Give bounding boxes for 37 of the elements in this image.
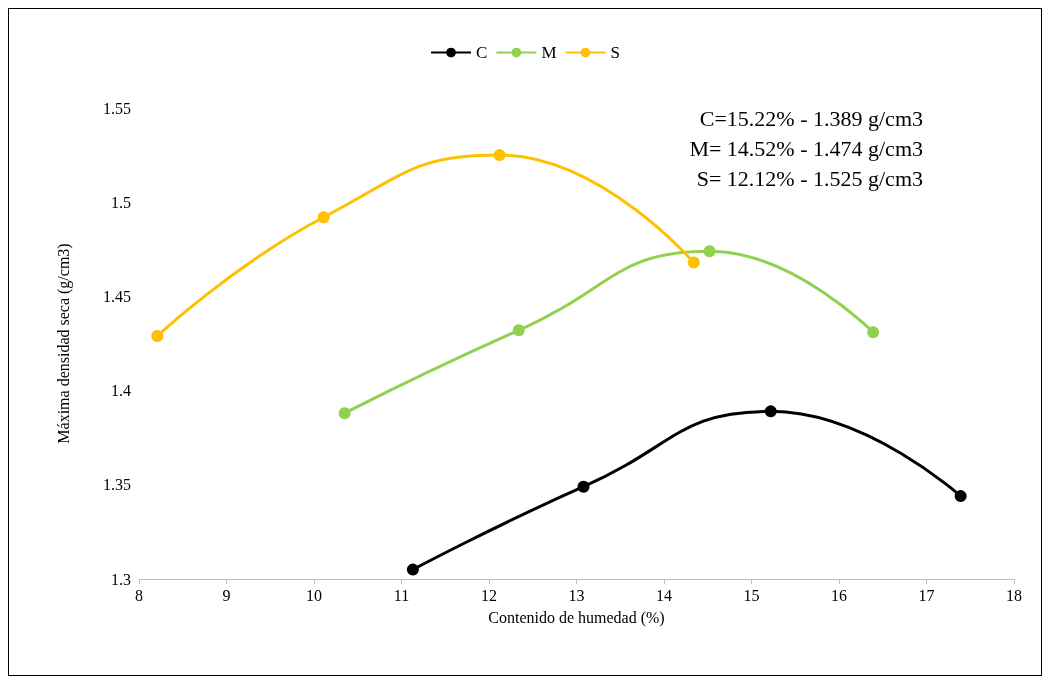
x-tick-label: 14	[656, 586, 672, 604]
x-tick-label: 12	[481, 586, 497, 604]
x-tick-label: 15	[743, 586, 760, 604]
point	[867, 326, 880, 339]
y-axis-title: Máxima densidad seca (g/cm3)	[54, 243, 73, 444]
annotation: M= 14.52% - 1.474 g/cm3	[689, 135, 924, 161]
point	[493, 149, 506, 162]
legend-label: C	[476, 43, 488, 62]
x-tick-label: 17	[918, 586, 935, 604]
point	[406, 563, 419, 576]
point	[338, 407, 351, 420]
x-tick-label: 16	[831, 586, 847, 604]
y-tick-label: 1.55	[103, 99, 131, 117]
legend-label: S	[610, 43, 620, 62]
point	[764, 405, 777, 418]
x-tick-label: 18	[1006, 586, 1022, 604]
x-tick-label: 9	[222, 586, 231, 604]
legend-label: M	[541, 43, 557, 62]
y-tick-label: 1.4	[111, 382, 131, 400]
y-tick-label: 1.45	[103, 287, 131, 305]
y-tick-label: 1.35	[103, 476, 131, 494]
annotation: S= 12.12% - 1.525 g/cm3	[696, 165, 924, 191]
x-tick-label: 8	[135, 586, 143, 604]
x-tick-label: 13	[568, 586, 585, 604]
point	[703, 245, 716, 258]
point	[317, 211, 330, 224]
x-tick-label: 10	[306, 586, 322, 604]
annotation: C=15.22% - 1.389 g/cm3	[699, 105, 924, 131]
y-tick-label: 1.5	[111, 193, 131, 211]
point	[687, 256, 700, 269]
x-axis-title: Contenido de humedad (%)	[488, 608, 665, 627]
point	[954, 490, 967, 503]
point	[151, 329, 164, 342]
point	[512, 324, 525, 337]
x-tick-label: 11	[393, 586, 410, 604]
y-tick-label: 1.3	[111, 570, 131, 588]
point	[577, 480, 590, 493]
